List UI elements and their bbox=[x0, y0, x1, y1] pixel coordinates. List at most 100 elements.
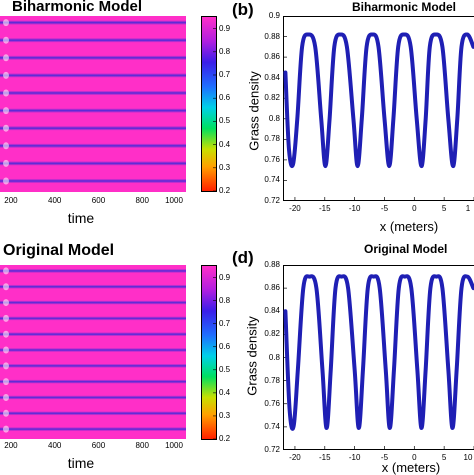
colorbar-tick-label: 0.6 bbox=[219, 93, 231, 103]
heatmap-transient bbox=[3, 177, 9, 185]
colorbar-tick-label: 0.9 bbox=[219, 23, 231, 33]
heatmap-transient bbox=[3, 299, 9, 307]
heatmap-transient bbox=[3, 330, 9, 338]
heatmap-stripe bbox=[0, 423, 186, 435]
heatmap-transient bbox=[3, 346, 9, 354]
x-tick-label: 800 bbox=[135, 196, 149, 205]
colorbar-tick-label: 0.9 bbox=[219, 272, 231, 282]
colorbar-tick-label: 0.3 bbox=[219, 410, 231, 420]
heatmap-transient bbox=[3, 267, 9, 275]
panel-a-x-label: time bbox=[67, 210, 95, 226]
heatmap-transient bbox=[3, 314, 9, 322]
x-tick-label: 600 bbox=[91, 196, 106, 205]
grass-density-line bbox=[283, 274, 474, 431]
x-tick-label: 0 bbox=[412, 204, 417, 213]
heatmap-transient bbox=[3, 89, 9, 97]
heatmap-stripe bbox=[0, 297, 186, 308]
heatmap-transient bbox=[3, 378, 9, 386]
colorbar-tick-label: 0.7 bbox=[219, 70, 231, 79]
colorbar-tick-label: 0.4 bbox=[219, 387, 231, 397]
panel-c-x-label: time bbox=[67, 455, 95, 471]
x-tick-label: 600 bbox=[91, 441, 106, 450]
panel-a-colorbar bbox=[201, 16, 217, 192]
colorbar-tick-label: 0.8 bbox=[219, 295, 231, 305]
x-tick-label: -5 bbox=[380, 453, 389, 462]
y-tick-label: 0.86 bbox=[264, 52, 280, 62]
y-tick-label: 0.8 bbox=[268, 113, 280, 123]
panel-d-x-label: x (meters) bbox=[381, 460, 441, 475]
heatmap-transient bbox=[3, 159, 9, 167]
colorbar-tick-label: 0.4 bbox=[219, 139, 231, 149]
y-tick-label: 0.82 bbox=[264, 329, 280, 339]
panel-c-colorbar bbox=[201, 265, 217, 440]
x-tick-label: 400 bbox=[48, 441, 62, 450]
heatmap-transient bbox=[3, 19, 9, 27]
x-tick-label: -20 bbox=[289, 453, 301, 462]
heatmap-stripe bbox=[0, 87, 186, 99]
heatmap-transient bbox=[3, 283, 9, 291]
panel-c-title: Original Model bbox=[3, 242, 115, 259]
colorbar-tick-label: 0.5 bbox=[219, 116, 231, 126]
colorbar-tick-label: 0.2 bbox=[219, 434, 231, 443]
colorbar-tick-label: 0.6 bbox=[219, 341, 231, 351]
heatmap-stripe bbox=[0, 344, 186, 356]
colorbar-tick-label: 0.5 bbox=[219, 364, 231, 374]
heatmap-stripe bbox=[0, 281, 186, 292]
colorbar-tick-label: 0.3 bbox=[219, 162, 231, 172]
heatmap-stripe bbox=[0, 376, 186, 387]
x-tick-label: 5 bbox=[441, 204, 447, 213]
colorbar-tick-label: 0.8 bbox=[219, 46, 231, 56]
heatmap-stripe bbox=[0, 313, 186, 324]
x-tick-label: 200 bbox=[4, 441, 18, 450]
grass-density-line bbox=[283, 32, 474, 169]
heatmap-transient bbox=[3, 71, 9, 79]
y-tick-label: 0.9 bbox=[268, 11, 280, 20]
x-tick-label: -5 bbox=[380, 204, 389, 213]
colorbar-gradient bbox=[202, 17, 216, 191]
heatmap-transient bbox=[3, 142, 9, 150]
heatmap-stripe bbox=[0, 392, 186, 403]
x-tick-label: 1 bbox=[465, 204, 471, 213]
heatmap-transient bbox=[3, 409, 9, 417]
heatmap-stripe bbox=[0, 16, 186, 29]
heatmap-transient bbox=[3, 54, 9, 62]
panel-c-heatmap bbox=[0, 265, 186, 439]
panel-a-heatmap bbox=[0, 16, 186, 192]
heatmap-stripe bbox=[0, 122, 186, 134]
heatmap-transient bbox=[3, 107, 9, 115]
x-tick-label: -15 bbox=[319, 453, 331, 462]
heatmap-transient bbox=[3, 36, 9, 44]
x-tick-label: -10 bbox=[348, 453, 361, 462]
heatmap-stripe bbox=[0, 329, 186, 340]
x-tick-label: 800 bbox=[135, 441, 149, 450]
panel-b-x-label: x (meters) bbox=[379, 219, 439, 234]
heatmap-transient bbox=[3, 362, 9, 370]
y-tick-label: 0.88 bbox=[264, 260, 280, 269]
panel-d-title: Original Model bbox=[364, 242, 448, 256]
heatmap-stripe bbox=[0, 140, 186, 152]
heatmap-stripe bbox=[0, 104, 186, 117]
y-tick-label: 0.78 bbox=[264, 375, 280, 385]
panel-b-plot bbox=[283, 16, 474, 201]
heatmap-stripe bbox=[0, 175, 186, 187]
x-tick-label: 1000 bbox=[165, 441, 183, 450]
x-tick-label: -20 bbox=[289, 204, 301, 213]
y-tick-label: 0.88 bbox=[264, 31, 280, 41]
x-tick-label: 5 bbox=[441, 453, 447, 462]
colorbar-tick-label: 0.2 bbox=[219, 186, 231, 195]
panel-d-letter: (d) bbox=[232, 248, 254, 267]
panel-d-plot bbox=[283, 265, 474, 450]
x-tick-label: 200 bbox=[4, 196, 18, 205]
heatmap-stripe bbox=[0, 408, 186, 419]
y-tick-label: 0.8 bbox=[268, 352, 280, 362]
y-tick-label: 0.82 bbox=[264, 93, 280, 103]
heatmap-transient bbox=[3, 425, 9, 433]
x-tick-label: -15 bbox=[319, 204, 331, 213]
y-tick-label: 0.72 bbox=[264, 196, 280, 205]
panel-b-letter: (b) bbox=[232, 0, 254, 19]
x-tick-label: 1000 bbox=[165, 196, 183, 205]
y-tick-label: 0.76 bbox=[264, 154, 280, 164]
y-tick-label: 0.74 bbox=[264, 175, 280, 185]
heatmap-stripe bbox=[0, 360, 186, 371]
y-tick-label: 0.76 bbox=[264, 398, 280, 408]
